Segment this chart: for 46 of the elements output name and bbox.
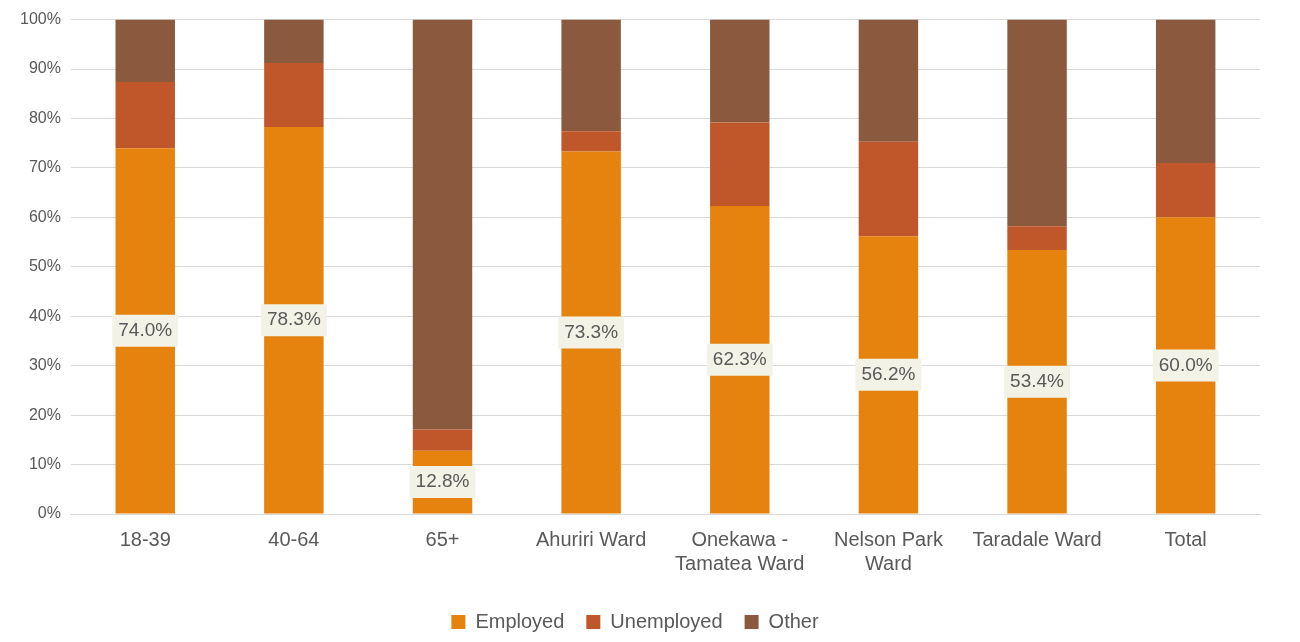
bar	[412, 429, 473, 451]
bar	[561, 19, 621, 132]
bar	[710, 19, 770, 123]
y-tick-label: 30%	[28, 356, 61, 374]
x-tick-label: Onekawa - Tamatea Ward	[675, 527, 805, 574]
x-tick-label: 40-64	[268, 527, 320, 550]
x-tick-label: 18-39	[119, 527, 171, 550]
bar	[412, 19, 473, 430]
y-tick-label: 50%	[28, 257, 61, 275]
x-tick-label: 65+	[425, 527, 460, 550]
data-label: 78.3%	[266, 308, 321, 330]
y-tick-label: 80%	[28, 108, 61, 126]
bar	[1155, 162, 1216, 218]
data-label: 53.4%	[1010, 369, 1065, 391]
bar	[264, 19, 324, 64]
bar	[1155, 19, 1216, 163]
bar	[858, 19, 919, 142]
y-tick-label: 10%	[28, 454, 61, 472]
bar	[710, 122, 770, 206]
legend-label: Employed	[475, 609, 565, 632]
bar	[1007, 19, 1067, 227]
data-label: 62.3%	[712, 347, 767, 369]
x-tick-label: Total	[1164, 527, 1207, 550]
bar	[1007, 226, 1067, 250]
legend-label: Other	[768, 609, 819, 632]
data-label: 12.8%	[415, 470, 470, 492]
bar	[115, 19, 175, 82]
bar	[561, 131, 621, 152]
data-label: 60.0%	[1158, 353, 1213, 375]
x-tick-label: Nelson Park Ward	[833, 527, 944, 574]
y-tick-label: 90%	[28, 59, 61, 77]
data-label: 56.2%	[861, 363, 916, 385]
data-label: 74.0%	[118, 319, 173, 341]
bar	[858, 141, 919, 237]
y-tick-label: 0%	[37, 504, 61, 522]
legend-label: Unemployed	[610, 609, 723, 632]
y-tick-label: 100%	[20, 10, 61, 28]
x-tick-label: Ahuriri Ward	[535, 527, 647, 550]
bar	[115, 81, 175, 149]
data-label: 73.3%	[564, 320, 619, 342]
bar	[264, 63, 324, 127]
y-tick-label: 70%	[28, 158, 61, 176]
y-tick-label: 20%	[28, 405, 61, 423]
x-tick-label: Taradale Ward	[972, 527, 1102, 550]
y-tick-label: 60%	[28, 207, 61, 225]
y-tick-label: 40%	[28, 306, 61, 324]
